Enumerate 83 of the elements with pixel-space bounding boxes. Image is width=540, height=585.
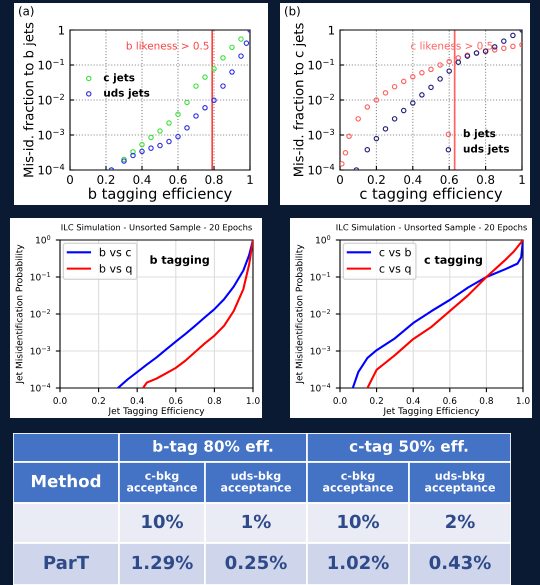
x-axis-title: c tagging efficiency — [360, 188, 502, 202]
y-tick-label: 10$^{−4}$ — [38, 164, 64, 175]
y-tick-label: 10$^{−3}$ — [310, 346, 330, 354]
x-tick-label: 1.0 — [516, 397, 530, 404]
x-tick-label: 0.4 — [133, 175, 151, 184]
chart-title: ILC Simulation - Unsorted Sample - 20 Epochs — [62, 224, 252, 232]
y-tick-label: 10$^{0}$ — [36, 235, 50, 244]
text: 10% — [338, 514, 380, 528]
legend-label: b vs c — [100, 248, 131, 256]
x-tick-label: 0.8 — [208, 397, 221, 404]
y-tick-label: 10$^{−4}$ — [30, 383, 50, 392]
y-axis-title: Jet Misidentification Probability — [15, 244, 24, 384]
x-tick-label: 0.6 — [443, 397, 456, 404]
text: ParT — [44, 556, 89, 570]
x-tick-label: 0.2 — [92, 397, 105, 404]
x-tick-label: 0.8 — [476, 175, 494, 184]
y-tick-label: 10$^{−2}$ — [308, 94, 334, 105]
text: 1.29% — [132, 556, 193, 570]
chart-title: ILC Simulation - Unsorted Sample - 20 Epochs — [336, 224, 527, 232]
y-tick-label: 10$^{−3}$ — [308, 128, 334, 140]
text: 0.25% — [226, 556, 287, 570]
y-tick-label: 10$^{0}$ — [316, 235, 330, 244]
x-tick-label: 0.8 — [205, 175, 223, 184]
y-tick-label: 10$^{−1}$ — [30, 272, 50, 280]
text: 1% — [242, 514, 271, 528]
text: 1.02% — [328, 556, 389, 570]
legend-label: b vs q — [100, 264, 132, 275]
x-tick-label: 0.8 — [480, 397, 493, 404]
x-tick-label: 0.6 — [440, 175, 458, 184]
y-tick-label: 10$^{−2}$ — [30, 309, 50, 318]
y-tick-label: 10$^{−1}$ — [308, 58, 334, 70]
x-axis-title: Jet Tagging Efficiency — [108, 407, 204, 416]
legend-label: uds jets — [464, 144, 510, 155]
y-tick-label: 10$^{−4}$ — [310, 383, 330, 392]
legend-label: c jets — [104, 73, 134, 84]
text: c-bkg acceptance — [322, 471, 393, 494]
text: Method — [32, 474, 100, 488]
y-tick-label: 10$^{−3}$ — [38, 128, 64, 140]
x-tick-label: 0.0 — [333, 397, 347, 404]
x-tick-label: 0.4 — [404, 175, 422, 184]
y-tick-label: 1 — [328, 26, 334, 34]
x-axis-title: Jet Tagging Efficiency — [382, 407, 480, 416]
x-tick-label: 0.4 — [406, 397, 420, 404]
y-tick-label: 10$^{−1}$ — [38, 58, 64, 70]
ref-line-label: b likeness > 0.5 — [126, 42, 209, 50]
text: uds-bkg acceptance — [424, 471, 495, 494]
x-tick-label: 0.6 — [169, 175, 187, 184]
text: 0.43% — [430, 556, 491, 570]
y-axis-title: Mis-id. fraction to c jets — [293, 23, 306, 176]
text: uds-bkg acceptance — [220, 471, 291, 494]
x-tick-label: 0.2 — [368, 175, 385, 184]
y-tick-label: 10$^{−1}$ — [310, 272, 330, 280]
y-tick-label: 10$^{−4}$ — [308, 164, 334, 175]
x-tick-label: 1.0 — [246, 397, 260, 404]
y-tick-label: 10$^{−3}$ — [30, 346, 50, 354]
text: 2% — [446, 514, 475, 528]
x-tick-label: 0 — [337, 175, 343, 184]
y-tick-label: 10$^{−2}$ — [38, 94, 64, 105]
x-tick-label: 1 — [248, 175, 253, 184]
y-axis-title: Jet Misidentification Probability — [295, 244, 304, 384]
y-tick-label: 10$^{−2}$ — [310, 309, 330, 318]
x-axis-title: b tagging efficiency — [89, 188, 232, 202]
x-tick-label: 0.6 — [169, 397, 182, 404]
legend-label: b jets — [464, 129, 496, 140]
x-tick-label: 0.2 — [370, 397, 383, 404]
text: b-tag 80% eff. — [153, 440, 272, 455]
x-tick-label: 0.4 — [130, 397, 144, 404]
text: c-bkg acceptance — [126, 471, 197, 494]
y-tick-label: 1 — [58, 26, 64, 34]
x-tick-label: 0.2 — [97, 175, 114, 184]
y-axis-title: Mis-id. fraction to b jets — [23, 22, 36, 177]
x-tick-label: 1 — [520, 175, 525, 184]
legend-label: c vs q — [380, 266, 410, 275]
annotation: b tagging — [150, 255, 209, 266]
text: (b) — [285, 6, 300, 17]
annotation: c tagging — [424, 255, 482, 266]
x-tick-label: 0 — [67, 175, 73, 184]
legend-label: uds jets — [104, 88, 150, 99]
text: (a) — [19, 6, 34, 17]
text: c-tag 50% eff. — [350, 440, 468, 455]
legend-label: c vs b — [380, 248, 411, 256]
x-tick-label: 0.0 — [53, 397, 67, 404]
text: 10% — [142, 514, 184, 528]
